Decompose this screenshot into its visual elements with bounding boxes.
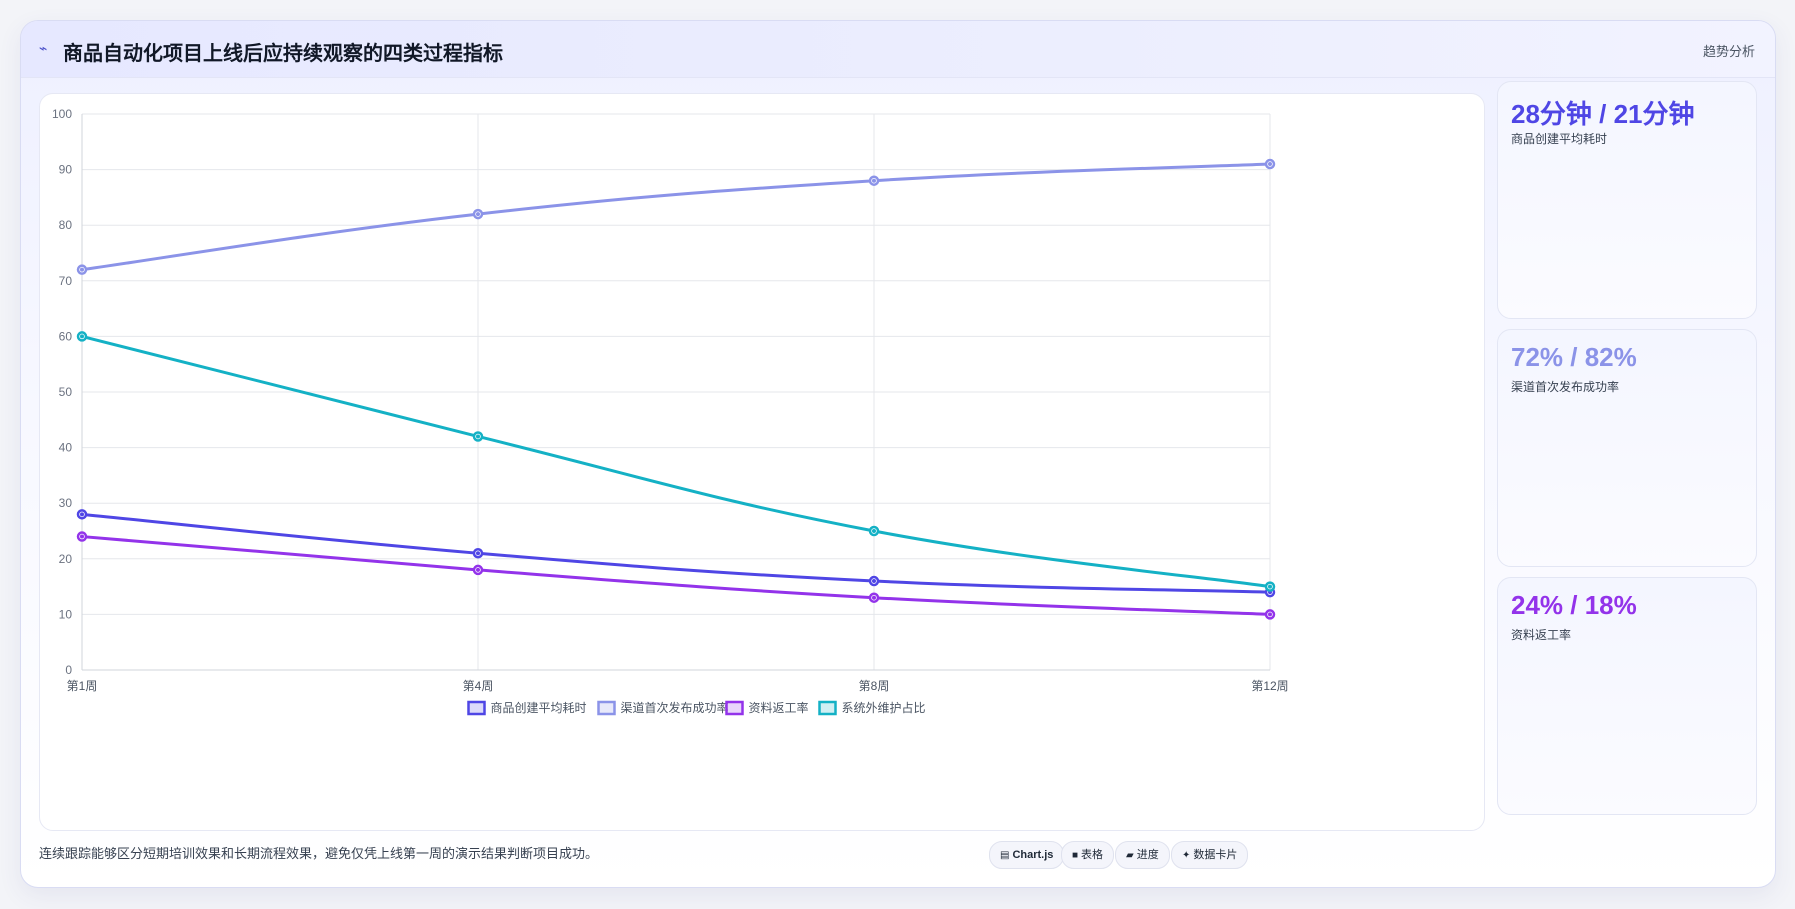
legend-swatch: [818, 700, 837, 716]
data-point-core: [80, 534, 84, 539]
data-point-core: [80, 267, 84, 272]
data-point-core: [872, 579, 876, 584]
kpi-label: 渠道首次发布成功率: [1511, 380, 1620, 394]
kpi-value: 28分钟 / 21分钟: [1511, 99, 1695, 129]
kpi-value: 24% / 18%: [1511, 590, 1637, 620]
x-tick-label: 第1周: [67, 679, 98, 693]
chip-chartjs[interactable]: ▤ Chart.js: [989, 841, 1065, 869]
page-title: 商品自动化项目上线后应持续观察的四类过程指标: [63, 43, 503, 65]
y-tick-label: 10: [59, 607, 73, 621]
chip-label: 表格: [1081, 849, 1104, 861]
data-point-core: [872, 178, 876, 183]
footer-note: 连续跟踪能够区分短期培训效果和长期流程效果，避免仅凭上线第一周的演示结果判断项目…: [39, 846, 599, 861]
data-point-core: [1268, 584, 1272, 589]
table-icon: ■: [1072, 850, 1079, 861]
line-chart: 0 10 20 30 40 50 60 70 80 90 100 第1周 第4周 第8周 第12周商品创建平…: [52, 107, 1289, 716]
progress-icon: ▰: [1126, 850, 1134, 861]
data-point-core: [872, 529, 876, 533]
chip-label: Chart.js: [1012, 849, 1054, 861]
series-line-2: [81, 535, 1271, 616]
data-point-core: [872, 595, 876, 600]
x-tick-label: 第12周: [1251, 679, 1288, 693]
legend-swatch: [467, 700, 486, 716]
legend-label: 系统外维护占比: [842, 700, 926, 715]
kpi-value: 72% / 82%: [1511, 342, 1637, 372]
series-line-0: [81, 512, 1271, 594]
chip-data-card[interactable]: ✦ 数据卡片: [1171, 841, 1249, 869]
legend-label: 商品创建平均耗时: [491, 700, 587, 715]
y-tick-label: 20: [59, 552, 73, 566]
data-point-core: [1268, 612, 1272, 617]
kpi-label: 商品创建平均耗时: [1511, 132, 1608, 146]
y-tick-label: 0: [65, 663, 72, 677]
dashboard-card: ⌁ 商品自动化项目上线后应持续观察的四类过程指标 趋势分析 0 10 20 30 40 5…: [20, 20, 1776, 888]
x-tick-label: 第4周: [463, 679, 494, 693]
data-point-core: [80, 512, 84, 517]
legend-label: 渠道首次发布成功率: [621, 700, 729, 715]
kpi-label: 资料返工率: [1511, 628, 1572, 642]
kpi-card-publish-success: 72% / 82% 渠道首次发布成功率: [1497, 329, 1757, 567]
y-tick-label: 70: [59, 274, 73, 288]
legend-label: 资料返工率: [749, 700, 809, 715]
legend-swatch: [597, 700, 616, 716]
data-point-core: [80, 334, 84, 339]
card-header: ⌁ 商品自动化项目上线后应持续观察的四类过程指标 趋势分析: [21, 21, 1775, 78]
y-tick-label: 30: [59, 496, 73, 510]
chip-label: 进度: [1136, 849, 1159, 861]
data-point-core: [476, 212, 480, 217]
data-point-core: [476, 551, 480, 556]
chip-label: 数据卡片: [1193, 849, 1238, 861]
y-tick-label: 40: [59, 441, 73, 455]
x-tick-label: 第8周: [859, 679, 890, 693]
y-tick-label: 50: [59, 385, 73, 399]
data-point-core: [1268, 162, 1272, 167]
data-point-core: [476, 567, 480, 572]
kpi-card-create-time: 28分钟 / 21分钟 商品创建平均耗时: [1497, 81, 1757, 319]
y-tick-label: 100: [52, 107, 72, 121]
chip-progress[interactable]: ▰ 进度: [1115, 841, 1170, 869]
card-icon: ✦: [1182, 850, 1191, 861]
analysis-tag: 趋势分析: [1702, 44, 1755, 59]
legend-swatch: [725, 700, 744, 716]
series-line-3: [81, 334, 1271, 589]
kpi-card-rework-rate: 24% / 18% 资料返工率: [1497, 577, 1757, 815]
data-point-core: [476, 434, 480, 439]
chart-panel: 0 10 20 30 40 50 60 70 80 90 100 第1周 第4周 第8周 第12周商品创建平…: [39, 93, 1485, 831]
trend-icon: ⌁: [39, 40, 48, 56]
chip-table[interactable]: ■ 表格: [1061, 841, 1115, 869]
chart-icon: ▤: [1000, 850, 1010, 861]
y-tick-label: 80: [59, 218, 73, 232]
y-tick-label: 90: [59, 163, 73, 177]
series-line-1: [81, 162, 1271, 272]
y-tick-label: 60: [59, 329, 73, 343]
